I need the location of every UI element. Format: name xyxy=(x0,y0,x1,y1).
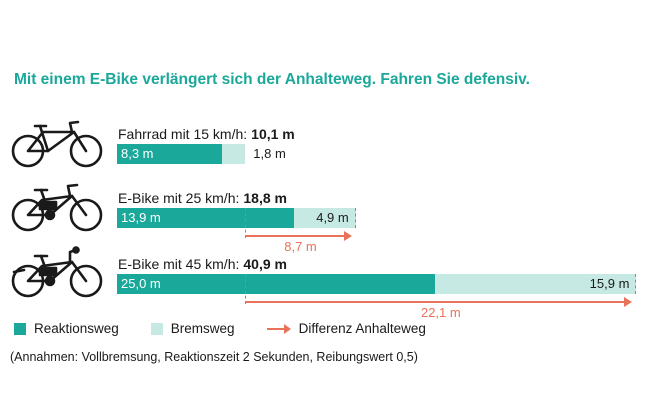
difference-start-line xyxy=(245,274,247,304)
footnote: (Annahmen: Vollbremsung, Reaktionszeit 2… xyxy=(10,350,418,364)
speed-e-bike-icon xyxy=(10,246,106,300)
row-category: Fahrrad mit 15 km/h: xyxy=(118,126,248,142)
legend-item-reaction: Reaktionsweg xyxy=(14,321,119,336)
legend-label-reaction: Reaktionsweg xyxy=(34,321,119,336)
row-total: 18,8 m xyxy=(243,190,287,206)
legend-swatch-reaction xyxy=(14,322,26,335)
braking-bar: 4,9 m xyxy=(293,208,356,228)
chart-title: Mit einem E-Bike verlängert sich der Anh… xyxy=(14,71,530,88)
braking-bar xyxy=(222,144,246,164)
row-total: 40,9 m xyxy=(243,256,287,272)
braking-value-label: 1,8 m xyxy=(253,146,286,161)
difference-arrow xyxy=(245,231,353,241)
braking-bar: 15,9 m xyxy=(434,274,637,294)
legend-swatch-braking xyxy=(150,322,163,335)
legend-item-braking: Bremsweg xyxy=(150,321,235,336)
reaction-bar: 13,9 m xyxy=(117,208,294,228)
row-label: E-Bike mit 45 km/h: 40,9 m xyxy=(118,256,287,272)
legend: Reaktionsweg Bremsweg Differenz Anhaltew… xyxy=(14,321,458,336)
row-label: E-Bike mit 25 km/h: 18,8 m xyxy=(118,190,287,206)
reaction-bar: 25,0 m xyxy=(117,274,435,294)
row-total: 10,1 m xyxy=(251,126,295,142)
row-label: Fahrrad mit 15 km/h: 10,1 m xyxy=(118,126,295,142)
difference-label: 8,7 m xyxy=(284,239,317,254)
legend-label-difference: Differenz Anhalteweg xyxy=(298,321,426,336)
row-category: E-Bike mit 25 km/h: xyxy=(118,190,240,206)
row-category: E-Bike mit 45 km/h: xyxy=(118,256,240,272)
bicycle-icon xyxy=(10,118,106,170)
difference-arrow xyxy=(245,297,633,307)
legend-label-braking: Bremsweg xyxy=(170,321,235,336)
reaction-bar: 8,3 m xyxy=(117,144,223,164)
e-bike-icon xyxy=(10,182,106,234)
legend-item-difference: Differenz Anhalteweg xyxy=(266,321,426,336)
difference-start-line xyxy=(245,208,247,238)
legend-arrow-icon xyxy=(266,323,291,334)
difference-label: 22,1 m xyxy=(420,305,461,320)
